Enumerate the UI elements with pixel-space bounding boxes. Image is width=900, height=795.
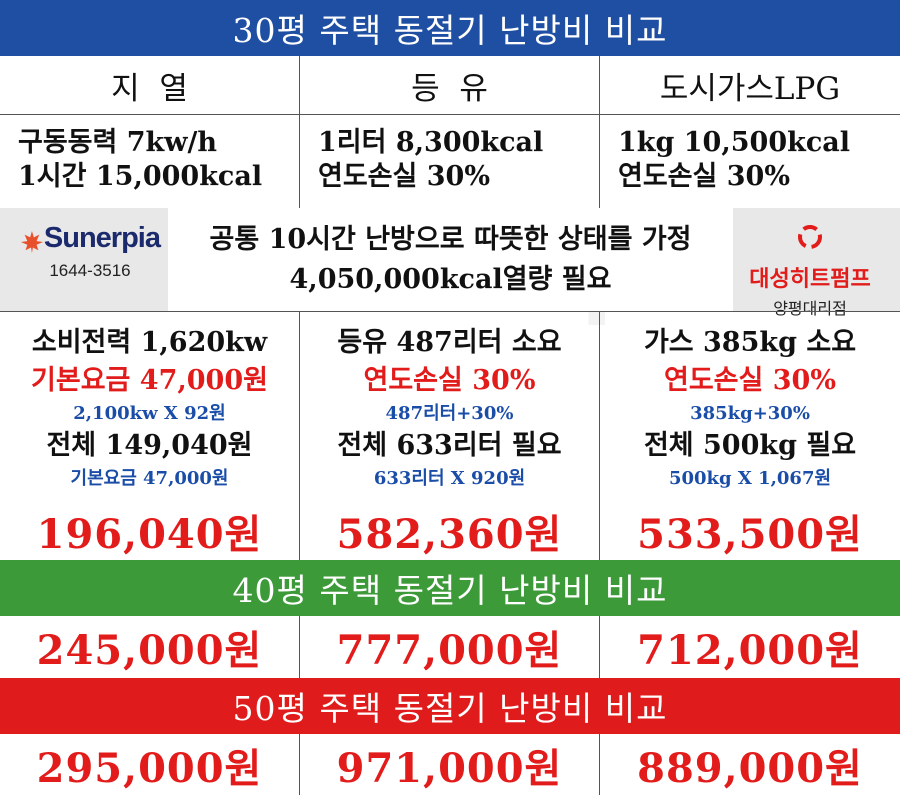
price-30-geothermal: 196,040원 (0, 502, 300, 560)
calc-note: 633리터 X 920원 (373, 468, 526, 489)
calc-line: 전체 500kg 필요 (643, 430, 857, 461)
assumption-text: 공통 10시간 난방으로 따뜻한 상태를 가정 4,050,000kcal열량 … (168, 208, 733, 311)
info-row: 구동동력 7kw/h 1시간 15,000kcal 1리터 8,300kcal … (0, 114, 900, 208)
calc-line: 연도손실 30% (664, 365, 836, 396)
title-40: 40평 주택 동절기 난방비 비교 (0, 560, 900, 616)
price-40-kerosene: 777,000원 (300, 616, 600, 678)
info-gas: 1kg 10,500kcal 연도손실 30% (600, 114, 900, 208)
calc-line: 전체 149,040원 (46, 430, 253, 461)
calc-gas: 가스 385kg 소요 연도손실 30% 385kg+30% 전체 500kg … (600, 312, 900, 502)
info-line: 1시간 15,000kcal (18, 161, 263, 192)
calc-note: 500kg X 1,067원 (668, 468, 832, 489)
info-line: 구동동력 7kw/h (18, 127, 217, 158)
header-gas-lpg: 도시가스LPG (659, 70, 841, 107)
title-30: 30평 주택 동절기 난방비 비교 (0, 0, 900, 56)
calc-kerosene: 등유 487리터 소요 연도손실 30% 487리터+30% 전체 633리터 … (300, 312, 600, 502)
info-line: 1kg 10,500kcal (618, 127, 851, 158)
price-40-gas: 712,000원 (637, 627, 863, 674)
header-row: 지 열 등 유 도시가스LPG (0, 56, 900, 114)
calc-note: 487리터+30% (385, 403, 514, 424)
assumption-line-2: 4,050,000kcal열량 필요 (289, 263, 612, 295)
title-50: 50평 주택 동절기 난방비 비교 (0, 678, 900, 734)
info-line: 연도손실 30% (618, 161, 790, 192)
calc-geothermal: 소비전력 1,620kw 기본요금 47,000원 2,100kw X 92원 … (0, 312, 300, 502)
daesung-brand: 대성히트펌프 (749, 266, 871, 291)
header-kerosene: 등 유 (300, 56, 600, 114)
sunerpia-phone: 1644-3516 (49, 261, 131, 280)
calc-line: 연도손실 30% (363, 365, 536, 396)
recycle-arrows-icon (798, 225, 822, 249)
prices-40-row: 245,000원 777,000원 712,000원 (0, 616, 900, 678)
price-30-gas: 533,500원 (637, 511, 863, 558)
price-50-gas: 889,000원 (637, 744, 863, 792)
price-50-geothermal: 295,000원 (0, 734, 300, 795)
info-geothermal: 구동동력 7kw/h 1시간 15,000kcal (0, 114, 300, 208)
calc-line: 기본요금 47,000원 (31, 365, 268, 396)
calc-row: 소비전력 1,620kw 기본요금 47,000원 2,100kw X 92원 … (0, 312, 900, 502)
price-40-geothermal: 245,000원 (0, 616, 300, 678)
info-line: 1리터 8,300kcal (318, 127, 544, 158)
common-assumption-banner: Sunerpia 1644-3516 공통 10시간 난방으로 따뜻한 상태를 … (0, 208, 900, 318)
price-50-kerosene: 971,000원 (300, 734, 600, 795)
info-line: 연도손실 30% (318, 161, 490, 192)
sunerpia-name: Sunerpia (43, 222, 161, 254)
calc-line: 가스 385kg 소요 (643, 327, 857, 358)
calc-note: 2,100kw X 92원 (73, 403, 226, 424)
header-geothermal: 지 열 (0, 56, 300, 114)
prices-30-row: 196,040원 582,360원 533,500원 (0, 502, 900, 560)
calc-line: 전체 633리터 필요 (337, 430, 562, 461)
daesung-branch: 양평대리점 (773, 301, 847, 318)
maple-leaf-icon (20, 230, 43, 254)
info-kerosene: 1리터 8,300kcal 연도손실 30% (300, 114, 600, 208)
prices-50-row: 295,000원 971,000원 889,000원 (0, 734, 900, 795)
price-30-kerosene: 582,360원 (300, 502, 600, 560)
assumption-line-1: 공통 10시간 난방으로 따뜻한 상태를 가정 (209, 223, 692, 255)
calc-note: 기본요금 47,000원 (70, 468, 229, 489)
calc-line: 소비전력 1,620kw (31, 327, 268, 358)
calc-line: 등유 487리터 소요 (337, 327, 562, 358)
calc-note: 385kg+30% (690, 403, 810, 424)
daesung-logo: 대성히트펌프 양평대리점 (735, 222, 885, 318)
sunerpia-logo: Sunerpia 1644-3516 (20, 222, 161, 302)
